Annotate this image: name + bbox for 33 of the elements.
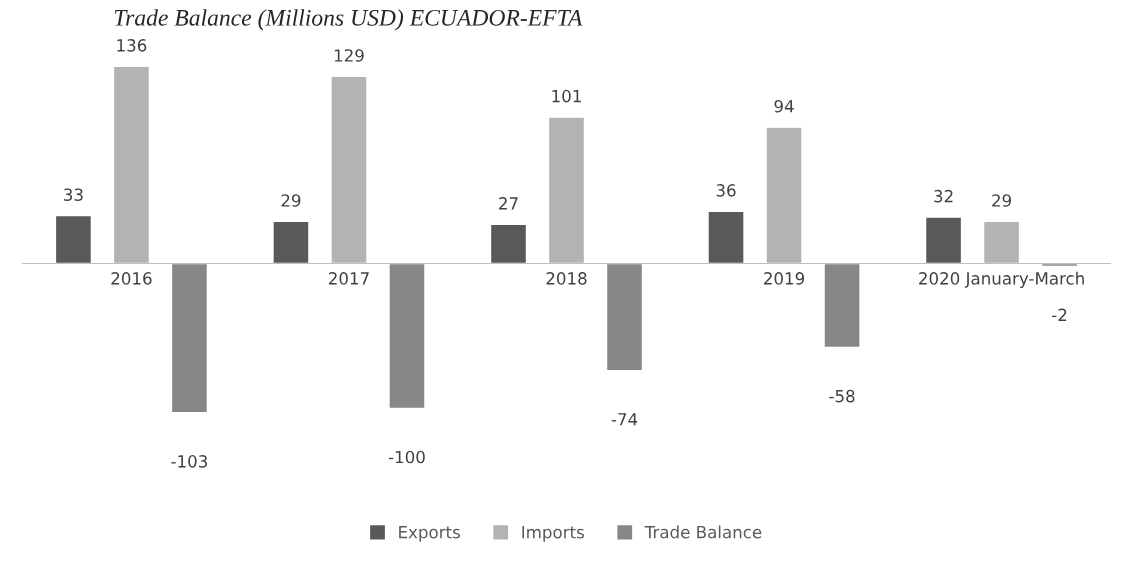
data-label: -74 [611,413,638,426]
chart-title: Trade Balance (Millions USD) ECUADOR-EFTA [114,9,583,31]
x-tick-label: 2016 [111,272,152,285]
data-label: 29 [992,194,1011,207]
data-label: 94 [774,99,794,113]
data-label: 136 [117,39,147,52]
data-label: -100 [388,450,425,464]
data-label: 33 [64,188,83,201]
bar [170,262,209,414]
data-label: 29 [281,194,301,207]
bar [489,223,528,265]
data-label: 101 [552,89,581,103]
x-tick-label: 2020 January-March [919,271,1084,288]
legend-label: Exports [399,526,460,542]
data-label: 32 [934,189,953,203]
x-tick-label: 2018 [546,272,587,285]
bar [707,210,745,265]
bar [272,220,310,265]
x-tick-label: 2019 [764,272,805,285]
data-label: -58 [829,389,855,403]
x-tick-label: 2017 [328,272,369,285]
data-label: 129 [334,49,364,62]
bar [605,262,644,372]
data-label: 36 [716,184,736,197]
bar [388,262,426,410]
bar [823,262,861,349]
bar [54,214,93,265]
bar [924,216,963,265]
data-label: -2 [1052,308,1067,321]
data-label: -103 [171,455,208,468]
data-label: 27 [499,197,518,210]
legend-label: Trade Balance [644,525,762,539]
legend-label: Imports [522,526,584,542]
